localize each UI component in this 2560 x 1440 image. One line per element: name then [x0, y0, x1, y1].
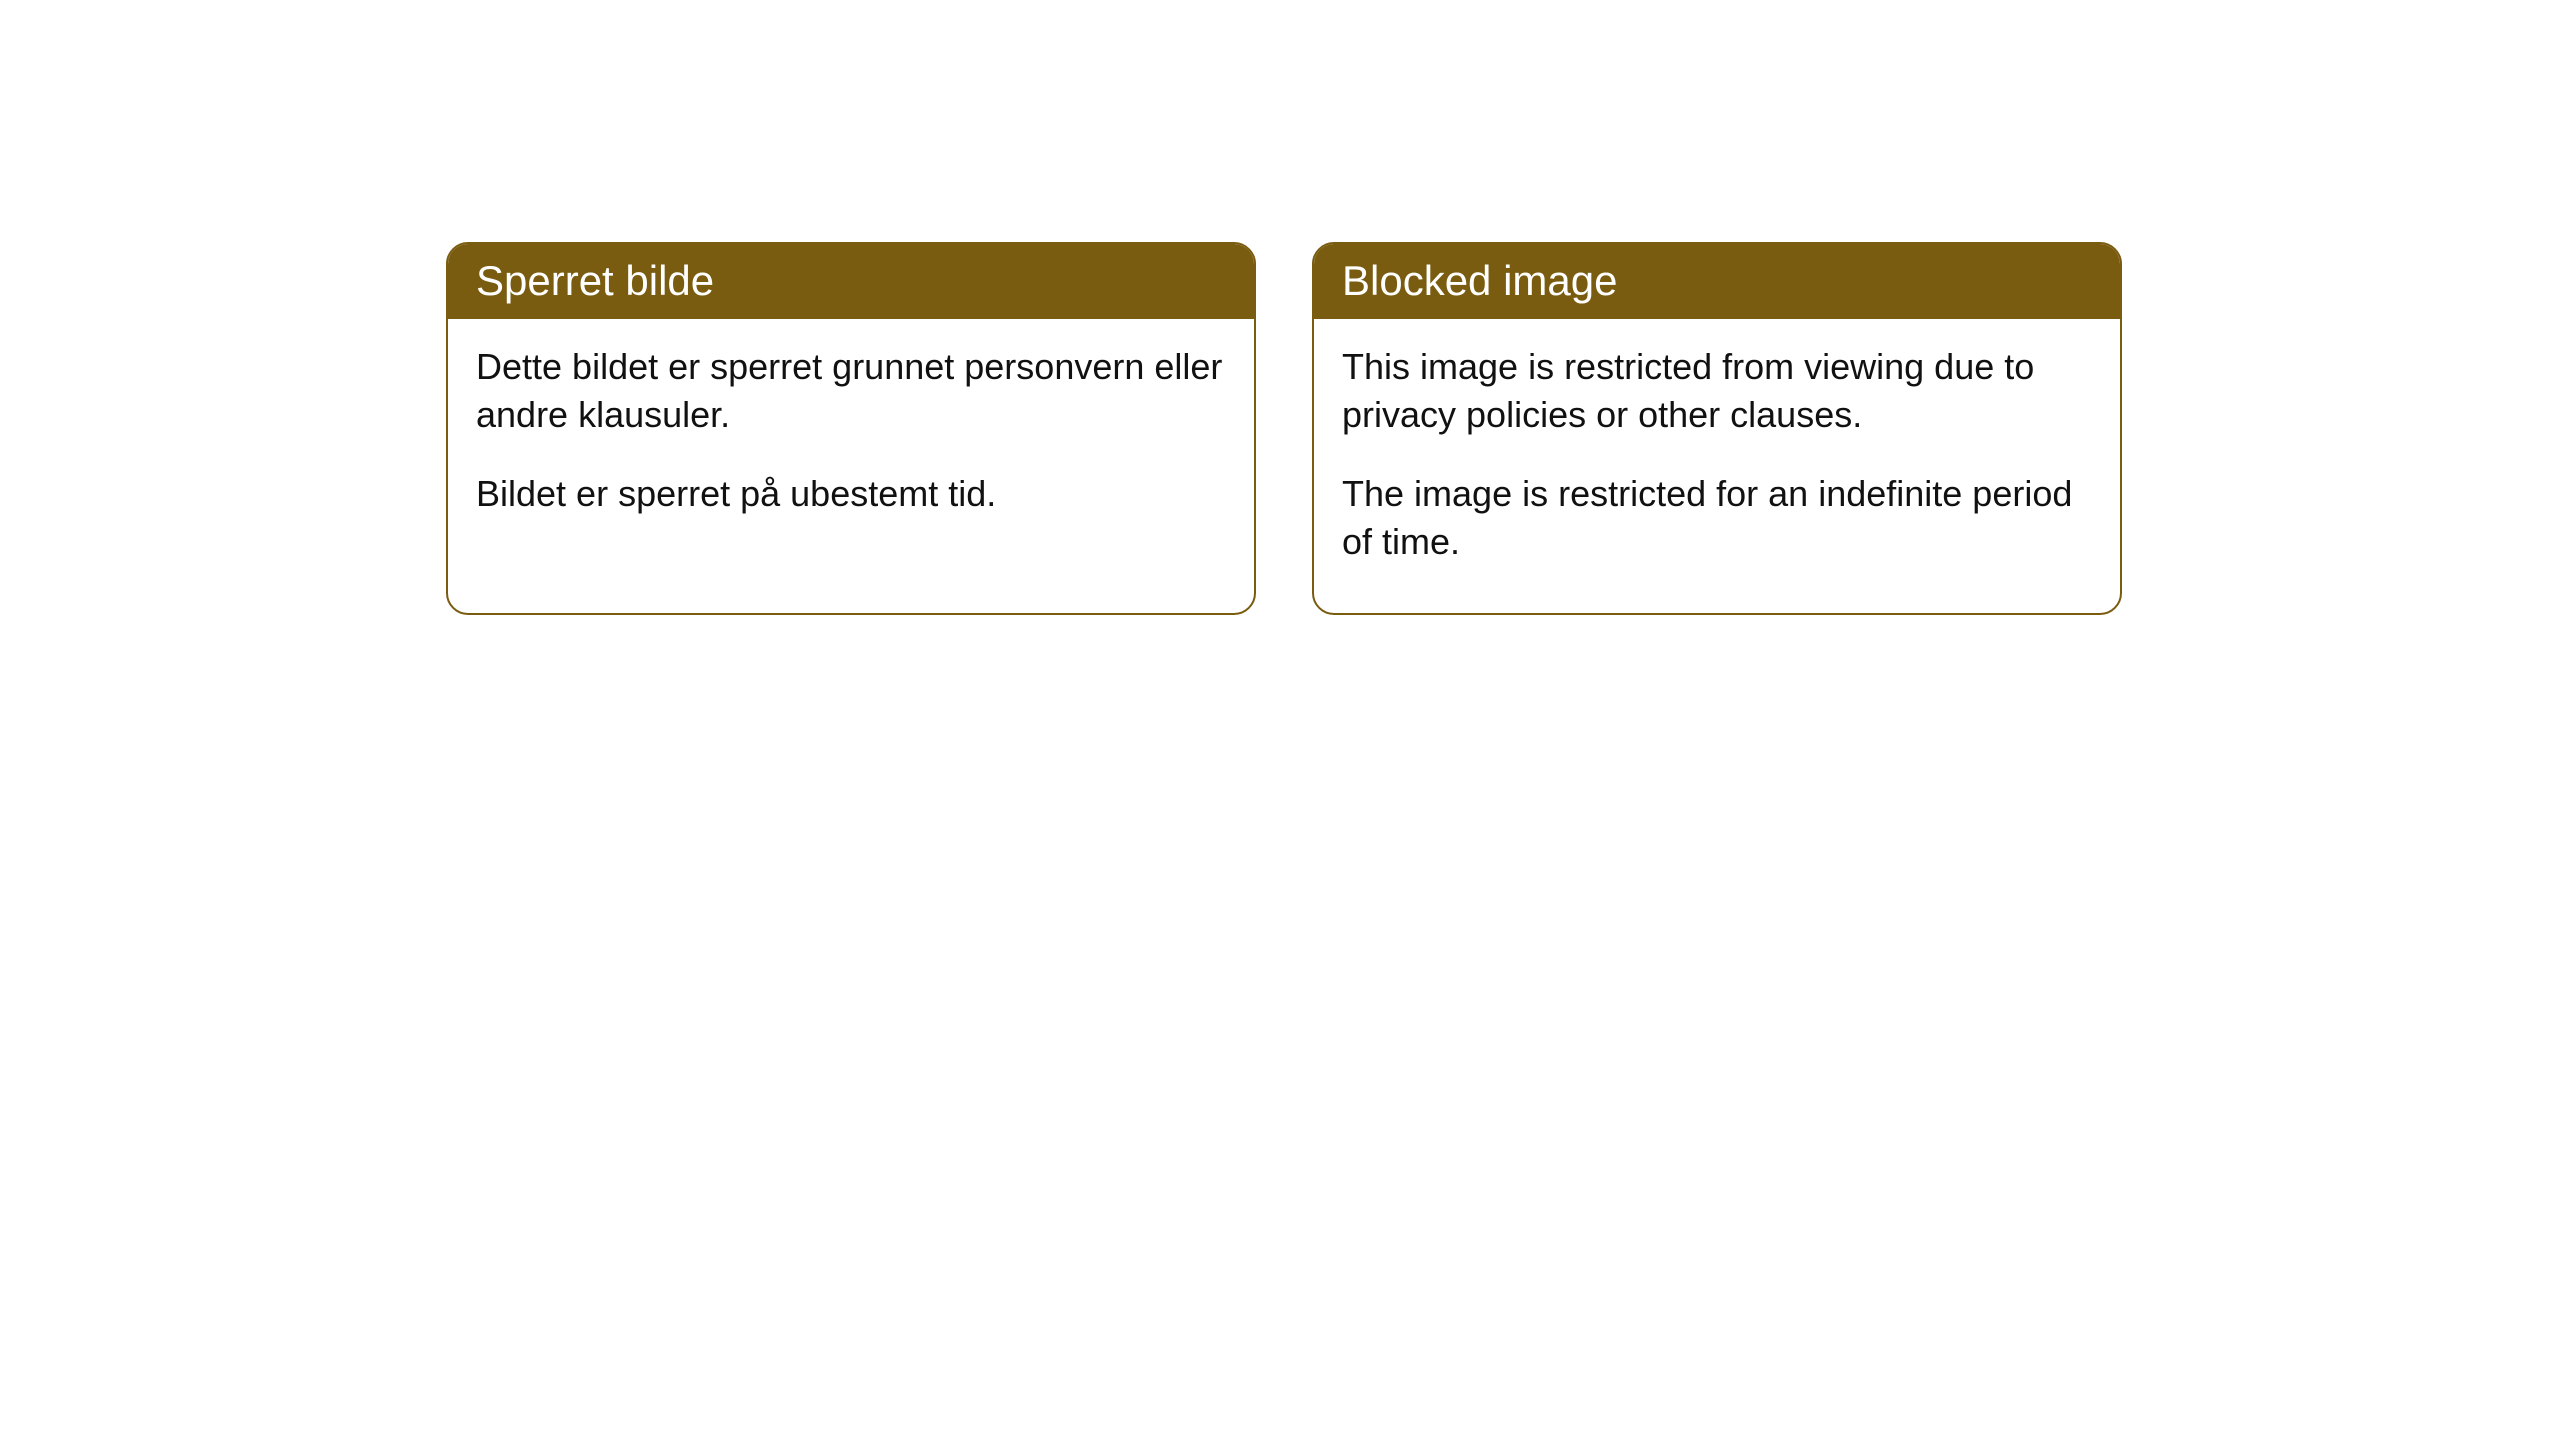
card-paragraph: This image is restricted from viewing du… — [1342, 343, 2092, 440]
notice-cards-container: Sperret bilde Dette bildet er sperret gr… — [446, 242, 2560, 615]
card-paragraph: The image is restricted for an indefinit… — [1342, 470, 2092, 567]
card-body: This image is restricted from viewing du… — [1314, 319, 2120, 613]
notice-card-norwegian: Sperret bilde Dette bildet er sperret gr… — [446, 242, 1256, 615]
card-title: Blocked image — [1342, 257, 1617, 304]
card-title: Sperret bilde — [476, 257, 714, 304]
card-paragraph: Dette bildet er sperret grunnet personve… — [476, 343, 1226, 440]
card-header: Sperret bilde — [448, 244, 1254, 319]
notice-card-english: Blocked image This image is restricted f… — [1312, 242, 2122, 615]
card-header: Blocked image — [1314, 244, 2120, 319]
card-paragraph: Bildet er sperret på ubestemt tid. — [476, 470, 1226, 519]
card-body: Dette bildet er sperret grunnet personve… — [448, 319, 1254, 565]
